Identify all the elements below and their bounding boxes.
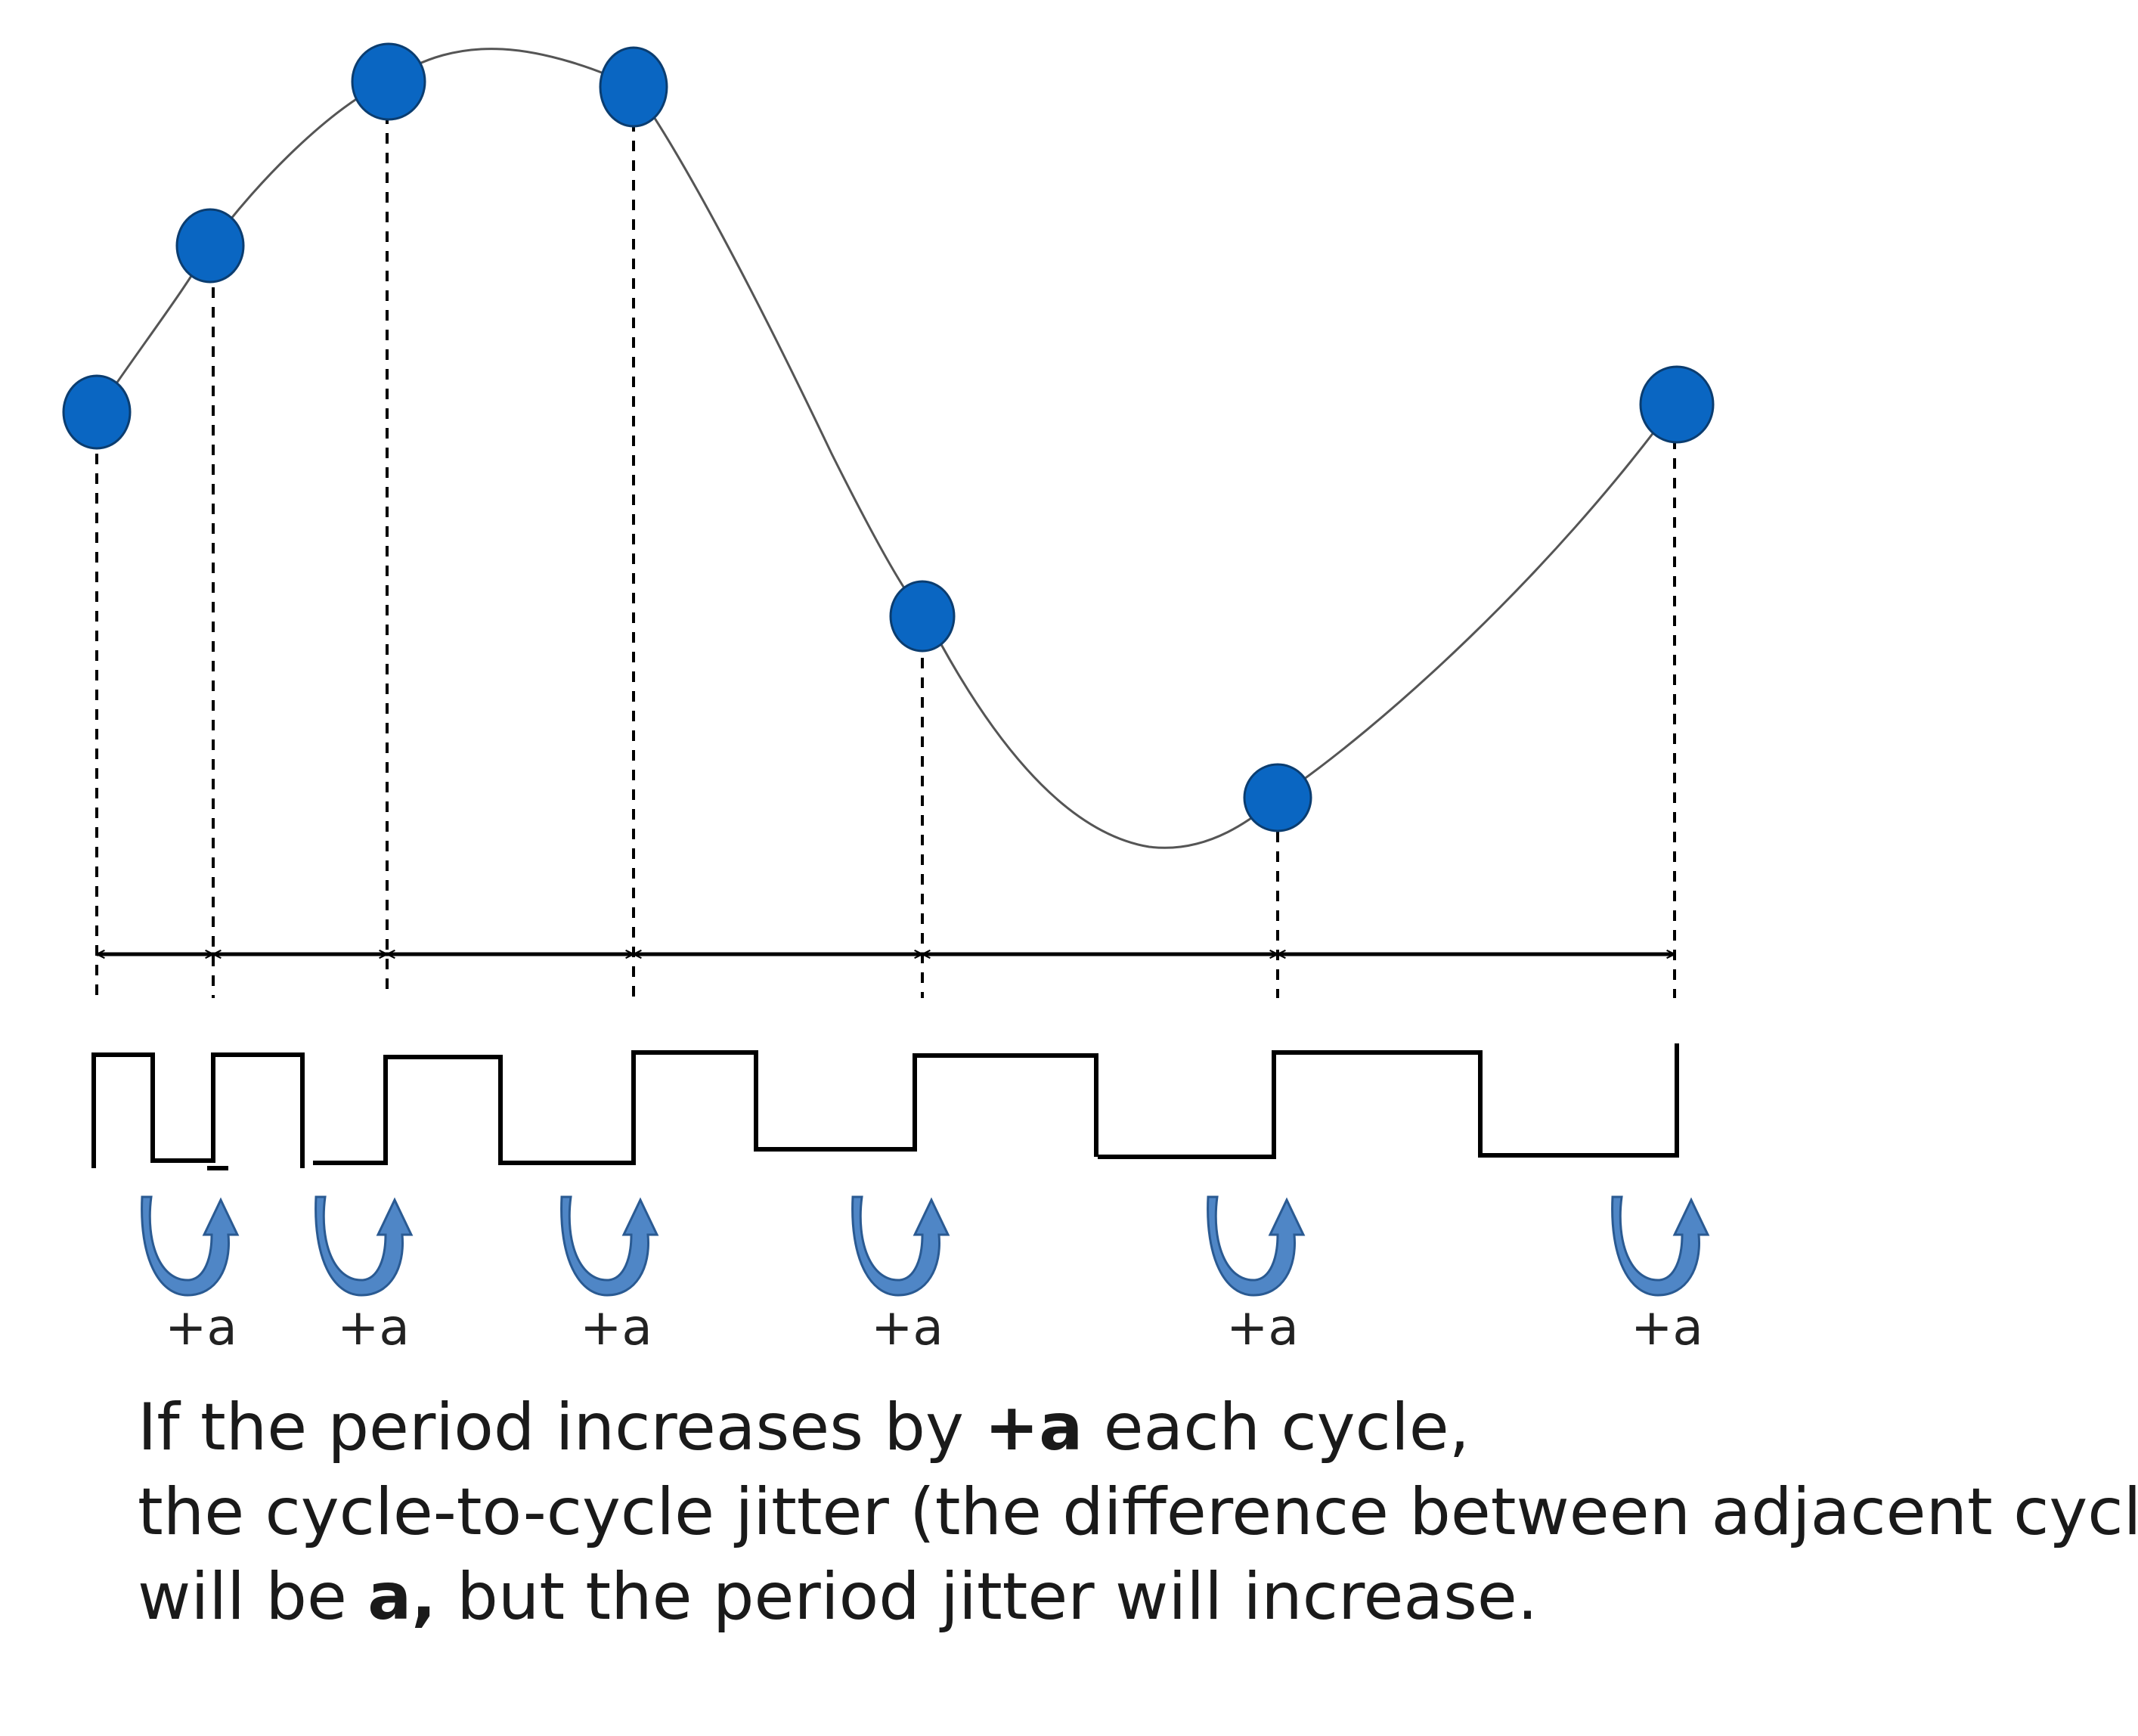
sample-points xyxy=(62,42,1715,832)
increment-label-4: +a xyxy=(871,1298,944,1356)
caption-text: If the period increases by +a each cycle… xyxy=(138,1385,2138,1639)
caption-line-1-pre: If the period increases by xyxy=(138,1390,985,1465)
sample-point-7 xyxy=(1639,365,1715,444)
caption-line-3-pre: will be xyxy=(138,1559,368,1635)
caption-line-1-post: each cycle, xyxy=(1083,1390,1470,1465)
sample-point-1 xyxy=(62,374,132,450)
clock-square-wave xyxy=(91,1043,1679,1168)
increment-label-1: +a xyxy=(165,1298,237,1356)
caption-line-1: If the period increases by +a each cycle… xyxy=(138,1385,2103,1470)
caption-line-3-bold: a, xyxy=(367,1559,436,1635)
increment-curl-1 xyxy=(141,1195,240,1297)
sample-point-5 xyxy=(889,580,956,653)
caption-line-3: will be a, but the period jitter will in… xyxy=(138,1555,2103,1639)
increment-label-5: +a xyxy=(1226,1298,1299,1356)
caption-line-2: the cycle-to-cycle jitter (the differenc… xyxy=(138,1474,2138,1550)
signal-waveform-curve xyxy=(95,48,1676,849)
sample-point-3 xyxy=(351,42,426,121)
caption-line-3-post: but the period jitter will increase. xyxy=(435,1559,1538,1635)
increment-labels: +a +a +a +a +a +a xyxy=(165,1298,1703,1356)
increment-label-3: +a xyxy=(580,1298,652,1356)
sample-point-2 xyxy=(175,208,245,284)
increment-curl-2 xyxy=(315,1195,414,1297)
increment-label-2: +a xyxy=(337,1298,410,1356)
increment-curl-3 xyxy=(560,1195,659,1297)
sampling-guides xyxy=(95,113,1676,998)
increment-curl-6 xyxy=(1611,1195,1710,1297)
increment-curls xyxy=(141,1195,1710,1297)
increment-label-6: +a xyxy=(1631,1298,1703,1356)
sample-point-6 xyxy=(1243,763,1312,832)
caption-line-1-bold: +a xyxy=(984,1390,1083,1465)
sample-point-4 xyxy=(599,46,668,128)
increment-curl-5 xyxy=(1207,1195,1306,1297)
increment-curl-4 xyxy=(851,1195,950,1297)
